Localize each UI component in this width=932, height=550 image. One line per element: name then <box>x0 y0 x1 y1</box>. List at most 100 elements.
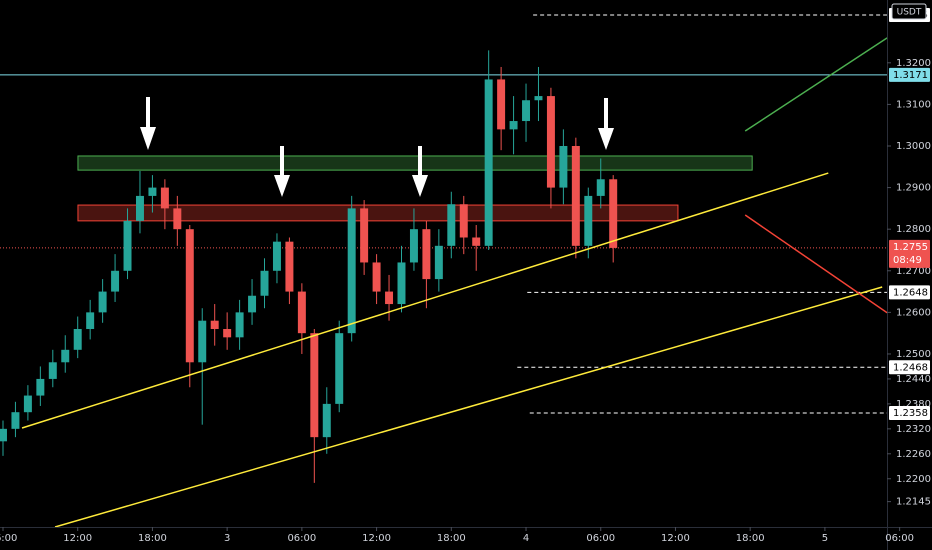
candle-body <box>372 262 381 292</box>
trendline <box>744 214 887 314</box>
y-tick-label: 1.2500 <box>896 349 931 360</box>
arrow <box>412 146 428 197</box>
candle-body <box>36 378 45 396</box>
candle-body <box>11 412 20 429</box>
candle-body <box>160 187 169 209</box>
candle-body <box>48 362 57 379</box>
y-tick-label: 1.2200 <box>896 474 931 485</box>
candle-body <box>173 208 182 230</box>
y-tick-label: 1.3200 <box>896 58 931 69</box>
price-line-label: 1.2468 <box>893 362 928 373</box>
candle-body <box>310 333 319 438</box>
y-tick-label: 1.2440 <box>896 374 931 385</box>
candle-body <box>322 403 331 438</box>
trendline <box>54 286 883 527</box>
candle-body <box>497 79 506 130</box>
y-tick-label: 1.2145 <box>896 497 931 508</box>
price-line-badge <box>889 406 930 421</box>
candle-body <box>61 349 70 363</box>
candle-body <box>0 428 7 442</box>
plot-area <box>0 14 887 527</box>
x-tick-label: 4 <box>523 533 529 544</box>
candle-body <box>559 145 568 188</box>
price-line-badge <box>889 360 930 375</box>
x-tick-label: 06:00 <box>0 533 17 544</box>
candle-body <box>447 204 456 246</box>
candle-body <box>596 179 605 196</box>
y-tick-label: 1.2320 <box>896 424 931 435</box>
trendline <box>21 172 829 429</box>
x-tick-label: 18:00 <box>437 533 466 544</box>
candle-body <box>135 195 144 221</box>
candle-body <box>185 229 194 363</box>
last-price-label: 1.2755 <box>893 242 928 253</box>
candle-body <box>347 208 356 334</box>
y-tick-label: 1.3000 <box>896 141 931 152</box>
x-tick-label: 06:00 <box>287 533 316 544</box>
candle-body <box>584 195 593 246</box>
arrow <box>140 97 156 150</box>
candle-body <box>509 121 518 130</box>
candle-body <box>297 291 306 334</box>
candle-body <box>111 270 120 292</box>
last-price-badge <box>889 239 930 268</box>
candle-body <box>385 291 394 305</box>
candle-body <box>434 245 443 280</box>
arrow <box>598 98 614 150</box>
candle-body <box>422 229 431 280</box>
candle-body <box>235 312 244 338</box>
annotation-arrows <box>140 97 614 197</box>
candle-body <box>484 79 493 246</box>
y-tick-label: 1.2380 <box>896 399 931 410</box>
candle-body <box>397 262 406 305</box>
candle-body <box>522 100 531 122</box>
x-tick-label: 3 <box>224 533 230 544</box>
price-line-label: 1.2648 <box>893 287 928 298</box>
x-tick-label: 12:00 <box>63 533 92 544</box>
candle-body <box>248 295 257 313</box>
x-tick-label: 18:00 <box>736 533 765 544</box>
candle-body <box>23 395 32 413</box>
price-line-badge <box>889 285 930 300</box>
candle-body <box>546 96 555 188</box>
candle-body <box>472 237 481 246</box>
candle-body <box>73 329 82 350</box>
trendline <box>744 37 887 132</box>
zone <box>77 204 679 222</box>
candle-body <box>98 291 107 313</box>
candle-body <box>360 208 369 263</box>
y-tick-label: 1.2800 <box>896 224 931 235</box>
candle-body <box>198 320 207 363</box>
candle-body <box>534 96 543 101</box>
countdown-label: 08:49 <box>893 255 922 266</box>
candle-body <box>285 241 294 292</box>
x-tick-label: 5 <box>822 533 828 544</box>
candle-body <box>210 320 219 330</box>
price-line-badge <box>889 67 930 82</box>
arrow <box>274 146 290 197</box>
candle-body <box>609 179 618 248</box>
y-tick-label: 1.2600 <box>896 307 931 318</box>
x-tick-label: 06:00 <box>586 533 615 544</box>
price-line-label: 1.2358 <box>893 408 928 419</box>
candle-body <box>409 229 418 263</box>
candle-body <box>272 241 281 271</box>
candle-body <box>148 187 157 196</box>
candle-body <box>86 312 95 330</box>
currency-label: USDT <box>897 8 922 18</box>
x-tick-label: 18:00 <box>138 533 167 544</box>
zone <box>77 155 753 171</box>
candle-body <box>223 329 232 338</box>
x-tick-label: 12:00 <box>661 533 690 544</box>
price-axis: 1.3200 1.3100 1.3000 1.2900 1.2800 1.2700 1.26… <box>887 7 931 508</box>
candle-body <box>459 204 468 238</box>
candle-body <box>571 145 580 246</box>
price-line-label: 1.3171 <box>893 70 928 81</box>
x-tick-label: 12:00 <box>362 533 391 544</box>
x-tick-label: 06:00 <box>885 533 914 544</box>
currency-badge <box>891 3 927 20</box>
y-tick-label: 1.2260 <box>896 449 931 460</box>
